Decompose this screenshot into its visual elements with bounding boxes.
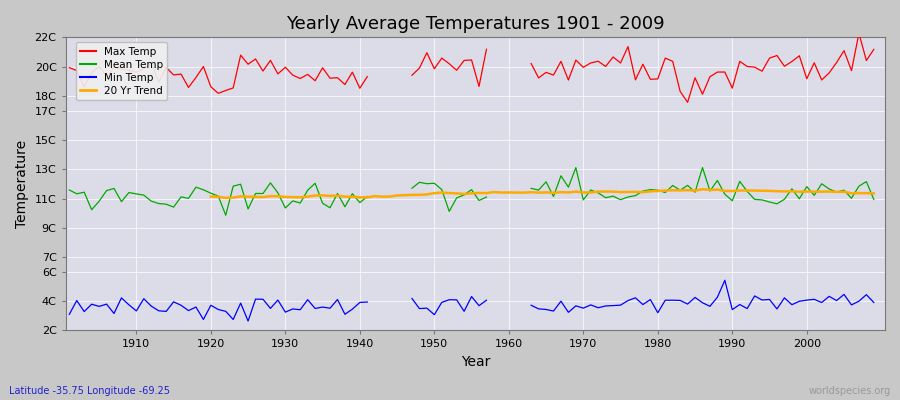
X-axis label: Year: Year bbox=[461, 355, 490, 369]
Title: Yearly Average Temperatures 1901 - 2009: Yearly Average Temperatures 1901 - 2009 bbox=[286, 15, 664, 33]
Y-axis label: Temperature: Temperature bbox=[15, 140, 29, 228]
Text: Latitude -35.75 Longitude -69.25: Latitude -35.75 Longitude -69.25 bbox=[9, 386, 170, 396]
Legend: Max Temp, Mean Temp, Min Temp, 20 Yr Trend: Max Temp, Mean Temp, Min Temp, 20 Yr Tre… bbox=[76, 42, 167, 100]
Text: worldspecies.org: worldspecies.org bbox=[809, 386, 891, 396]
